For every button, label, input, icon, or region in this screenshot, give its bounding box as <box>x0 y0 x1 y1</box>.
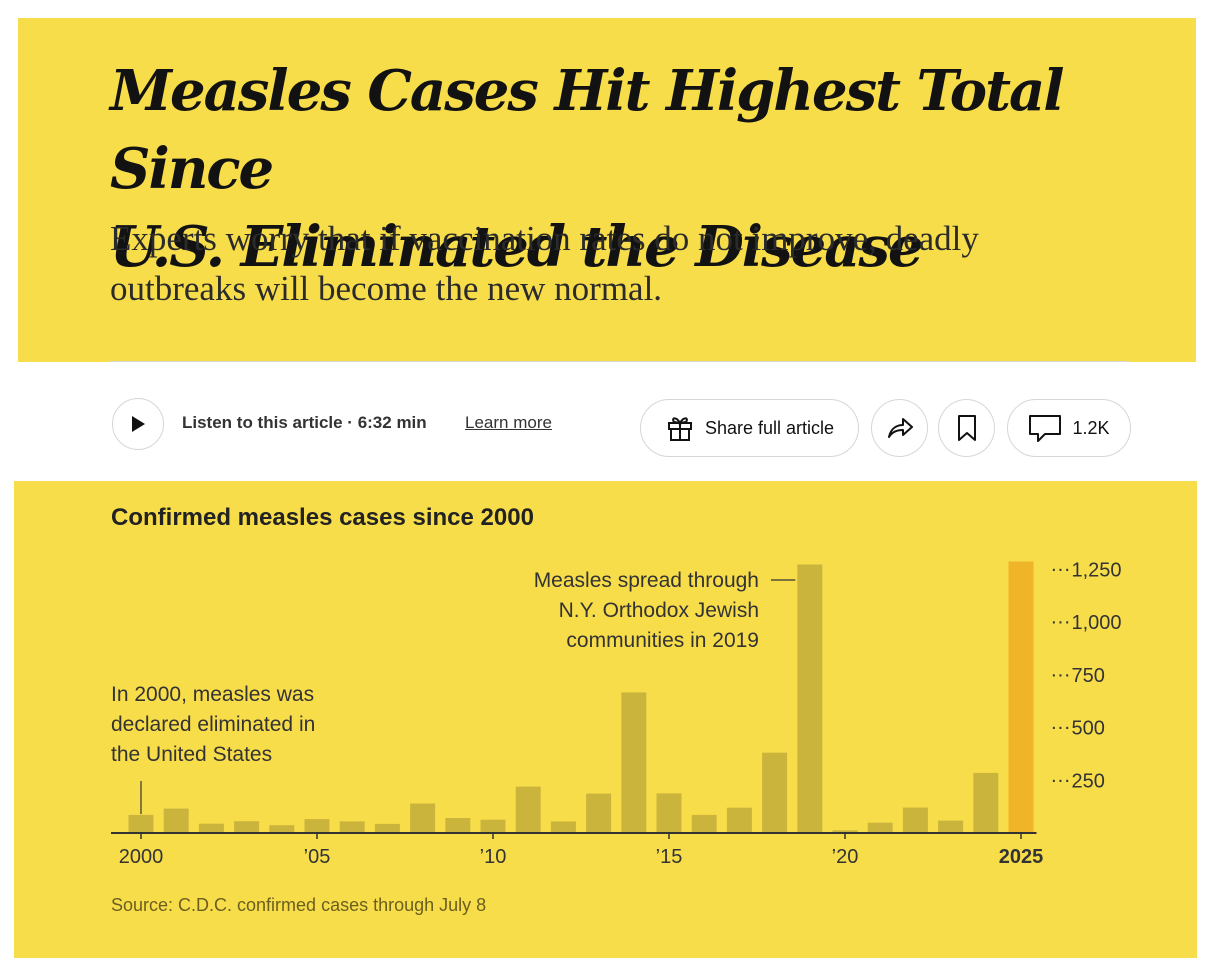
x-tick-label-2000: 2000 <box>119 846 164 868</box>
bar-2005 <box>304 819 330 833</box>
share-button[interactable] <box>871 399 928 457</box>
header-panel: Measles Cases Hit Highest Total Since U.S… <box>18 18 1196 362</box>
measles-bar-chart: 2000’05’10’15’20 2025··· 250··· 500··· 750··… <box>111 559 1122 868</box>
headline-line-1: Measles Cases Hit Highest Total Since <box>110 58 1065 202</box>
bar-2014 <box>621 692 647 833</box>
x-tick-label-2025: 2025 <box>999 846 1044 868</box>
comments-button[interactable]: 1.2K <box>1007 399 1131 457</box>
y-tick-dots-1000: ··· <box>1051 611 1071 633</box>
chart-panel: Confirmed measles cases since 2000 2000 ’… <box>14 481 1197 958</box>
summary: Experts worry that if vaccination rates … <box>110 214 1110 314</box>
y-tick-dots-250: ··· <box>1051 769 1071 791</box>
learn-more-link[interactable]: Learn more <box>465 413 552 432</box>
listen-label: Listen to this article · 6:32 min <box>182 413 427 432</box>
x-tick-label-2020: ’20 <box>832 846 859 868</box>
summary-line-1: Experts worry that if vaccination rates … <box>110 219 979 258</box>
headline: Measles Cases Hit Highest Total Since U.S… <box>110 52 1170 286</box>
bar-2004 <box>269 825 295 833</box>
bar-2017 <box>726 807 752 833</box>
bar-2021 <box>867 822 893 833</box>
y-tick-dots-750: ··· <box>1051 664 1071 686</box>
bar-2010 <box>480 819 506 833</box>
bar-2012 <box>550 821 576 833</box>
share-full-article-button[interactable]: Share full article <box>640 399 859 457</box>
x-tick-label-2005: ’05 <box>304 846 331 868</box>
comment-icon <box>1029 415 1062 442</box>
share-label: Share full article <box>704 417 835 438</box>
x-tick-label-2010: ’10 <box>480 846 507 868</box>
save-button[interactable] <box>938 399 995 457</box>
gift-icon <box>667 417 692 441</box>
y-tick-dots-1250: ··· <box>1051 559 1071 581</box>
annotation-2000-line-2: declared eliminated in <box>111 713 315 736</box>
bar-2023 <box>938 820 964 833</box>
headline-line-2: U.S. Eliminated the Disease <box>110 214 924 280</box>
x-tick-label-2015: ’15 <box>656 846 683 868</box>
bar-2011 <box>515 786 541 833</box>
bar-2001 <box>163 808 189 833</box>
bookmark-icon <box>957 415 976 441</box>
bar-2019 <box>797 564 823 833</box>
annotation-2019-line-1: Measles spread through <box>534 569 759 592</box>
bar-2008 <box>410 803 436 833</box>
y-tick-label-500: 500 <box>1072 718 1105 740</box>
divider <box>110 361 1130 362</box>
bar-2002 <box>198 823 224 833</box>
y-tick-label-750: 750 <box>1072 665 1105 687</box>
bar-2013 <box>586 793 612 833</box>
summary-line-2: outbreaks will become the new normal. <box>110 269 663 308</box>
bar-2024 <box>973 772 999 833</box>
y-tick-label-1000: 1,000 <box>1072 612 1122 634</box>
bar-2018 <box>762 752 788 833</box>
annotation-2019-line-2: N.Y. Orthodox Jewish <box>559 599 759 622</box>
chart-title: Confirmed measles cases since 2000 <box>111 504 534 531</box>
bar-2016 <box>691 814 717 833</box>
y-tick-label-1250: 1,250 <box>1072 560 1122 582</box>
bar-2003 <box>234 821 260 833</box>
bar-2022 <box>902 807 928 833</box>
y-tick-dots-500: ··· <box>1051 717 1071 739</box>
annotation-2000-line-3: the United States <box>111 743 272 766</box>
comments-count: 1.2K <box>1072 417 1110 438</box>
share-arrow-icon <box>887 418 913 438</box>
bar-2009 <box>445 818 471 833</box>
bar-2025 <box>1008 561 1034 833</box>
play-icon <box>132 416 145 432</box>
bar-2006 <box>339 821 365 833</box>
bar-2000 <box>128 814 154 833</box>
annotation-2000-line-1: In 2000, measles was <box>111 683 314 706</box>
y-tick-label-250: 250 <box>1072 770 1105 792</box>
chart-source: Source: C.D.C. confirmed cases through J… <box>111 895 487 915</box>
play-button[interactable] <box>112 398 164 450</box>
bar-2015 <box>656 793 682 833</box>
annotation-2019-line-3: communities in 2019 <box>566 629 759 652</box>
bar-2007 <box>374 823 400 833</box>
bar-2020 <box>832 830 858 833</box>
